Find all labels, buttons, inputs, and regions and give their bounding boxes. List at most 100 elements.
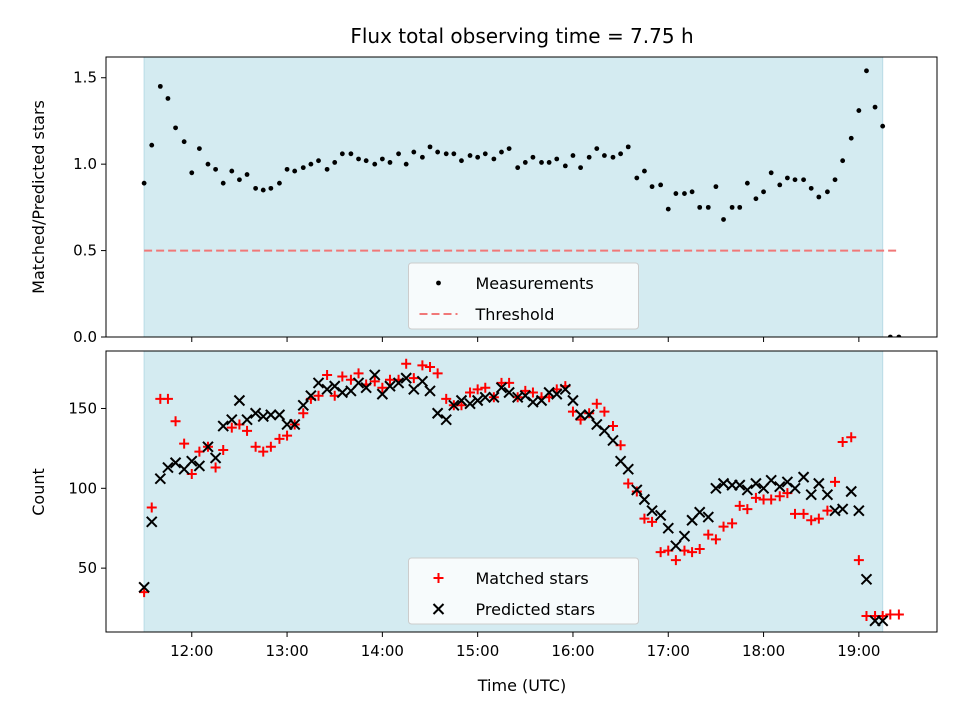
predicted-star-point bbox=[336, 386, 349, 399]
predicted-star-point bbox=[702, 511, 714, 523]
x-tick-label: 14:00 bbox=[361, 642, 404, 660]
measurement-point bbox=[427, 144, 433, 150]
matched-star-point bbox=[520, 385, 531, 396]
matched-star-point bbox=[313, 390, 324, 401]
predicted-star-point bbox=[273, 409, 286, 421]
measurement-point bbox=[832, 177, 838, 183]
predicted-star-point bbox=[392, 377, 405, 389]
predicted-star-point bbox=[217, 420, 229, 432]
measurement-point bbox=[205, 161, 211, 167]
predicted-star-point bbox=[662, 522, 674, 534]
series-predicted-stars bbox=[138, 369, 889, 627]
predicted-star-point bbox=[416, 375, 429, 388]
matched-star-point bbox=[766, 494, 777, 505]
predicted-star-point bbox=[805, 488, 817, 501]
measurement-point bbox=[825, 189, 830, 195]
measurement-point bbox=[570, 153, 576, 158]
measurement-point bbox=[157, 83, 163, 89]
measurement-point bbox=[737, 204, 743, 210]
series-matched-stars bbox=[139, 358, 904, 622]
measurement-point bbox=[649, 184, 655, 190]
measurement-point bbox=[887, 334, 893, 337]
matched-star-point bbox=[162, 393, 173, 404]
predicted-star-point bbox=[169, 457, 182, 469]
measurement-point bbox=[689, 189, 695, 195]
measurement-point bbox=[880, 123, 886, 129]
matched-star-point bbox=[591, 398, 602, 409]
measurement-point bbox=[220, 180, 226, 186]
measurement-point bbox=[872, 104, 878, 110]
measurement-point bbox=[665, 206, 671, 212]
predicted-star-point bbox=[495, 382, 508, 394]
matched-star-point bbox=[465, 387, 476, 398]
measurement-point bbox=[792, 177, 798, 183]
matched-star-point bbox=[822, 505, 833, 516]
predicted-star-point bbox=[265, 409, 277, 421]
measurement-point bbox=[443, 151, 449, 157]
predicted-star-point bbox=[622, 463, 634, 475]
y-tick-label: 50 bbox=[78, 559, 97, 577]
predicted-star-point bbox=[202, 441, 214, 453]
legend-matched-swatch bbox=[433, 573, 444, 583]
matched-star-point bbox=[734, 500, 745, 511]
measurement-point bbox=[562, 163, 568, 169]
predicted-star-point bbox=[186, 455, 198, 467]
predicted-star-point bbox=[607, 434, 619, 447]
matched-star-point bbox=[432, 368, 443, 379]
measurement-point bbox=[475, 154, 481, 160]
y-axis-label: Count bbox=[29, 468, 48, 516]
measurement-point bbox=[467, 153, 473, 158]
measurement-point bbox=[602, 153, 607, 158]
measurement-point bbox=[189, 170, 195, 176]
predicted-star-point bbox=[774, 481, 786, 493]
measurement-point bbox=[744, 180, 750, 186]
measurement-point bbox=[396, 151, 401, 157]
matched-star-point bbox=[639, 513, 650, 524]
matched-star-point bbox=[885, 609, 896, 620]
matched-star-point bbox=[806, 515, 817, 526]
predicted-star-point bbox=[400, 372, 412, 384]
predicted-star-point bbox=[670, 540, 682, 552]
predicted-star-point bbox=[836, 503, 849, 515]
measurement-point bbox=[856, 108, 862, 113]
predicted-star-point bbox=[574, 409, 587, 421]
matched-star-point bbox=[607, 421, 618, 432]
predicted-star-point bbox=[853, 504, 865, 517]
x-tick-label: 12:00 bbox=[170, 642, 213, 660]
measurement-point bbox=[387, 160, 393, 165]
matched-star-point bbox=[210, 462, 221, 473]
predicted-star-point bbox=[710, 482, 722, 495]
measurement-point bbox=[372, 161, 378, 167]
measurement-point bbox=[753, 196, 759, 202]
measurement-point bbox=[181, 139, 187, 145]
measurement-point bbox=[149, 142, 155, 148]
legend-entry-label: Measurements bbox=[476, 274, 594, 293]
measurement-point bbox=[491, 156, 497, 162]
matched-star-point bbox=[226, 422, 237, 433]
legend-entry-label: Threshold bbox=[475, 305, 555, 324]
measurement-point bbox=[213, 166, 218, 172]
predicted-star-point bbox=[678, 530, 691, 542]
measurement-point bbox=[244, 172, 250, 177]
measurement-point bbox=[316, 158, 321, 164]
measurement-point bbox=[260, 187, 266, 193]
matched-star-point bbox=[584, 408, 595, 419]
matched-star-point bbox=[337, 371, 348, 382]
matched-star-point bbox=[384, 374, 395, 385]
matched-star-point bbox=[265, 441, 276, 452]
matched-star-point bbox=[670, 555, 681, 566]
predicted-star-point bbox=[440, 413, 452, 426]
matched-star-point bbox=[853, 555, 864, 566]
predicted-star-point bbox=[694, 506, 706, 518]
matched-star-point bbox=[710, 534, 721, 545]
matched-star-point bbox=[408, 373, 419, 384]
measurement-point bbox=[618, 151, 624, 157]
matched-star-point bbox=[480, 382, 491, 393]
predicted-star-point bbox=[559, 383, 572, 396]
measurement-point bbox=[697, 204, 703, 210]
measurement-point bbox=[332, 160, 338, 165]
matched-star-point bbox=[687, 547, 698, 558]
matched-star-point bbox=[258, 446, 269, 457]
measurement-point bbox=[801, 177, 806, 183]
matched-star-point bbox=[179, 438, 190, 449]
